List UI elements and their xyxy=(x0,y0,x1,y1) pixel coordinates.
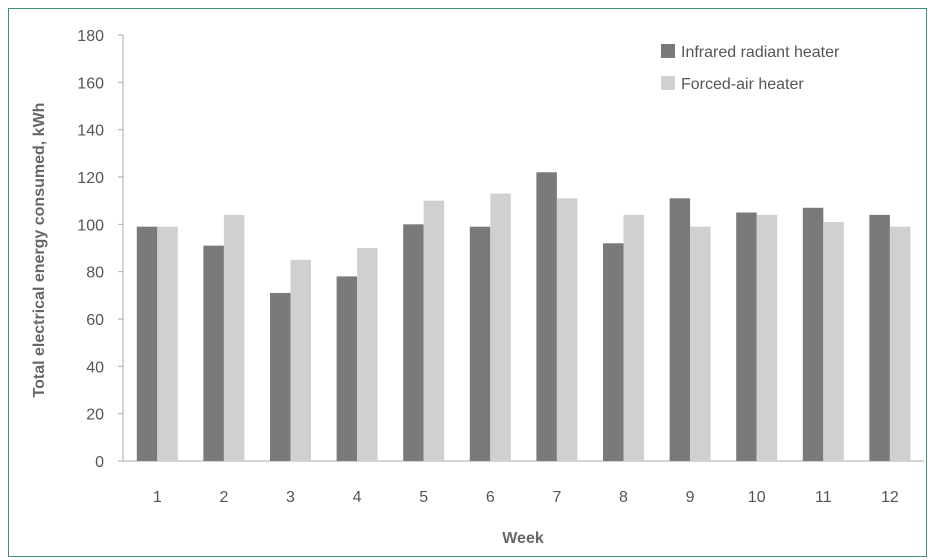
x-tick-label: 6 xyxy=(486,489,495,506)
legend-swatch-infrared xyxy=(661,44,675,58)
legend: Infrared radiant heater Forced-air heate… xyxy=(661,44,840,93)
bar-infrared xyxy=(203,245,224,461)
x-tick-label: 7 xyxy=(552,489,561,506)
x-tick-label: 8 xyxy=(619,489,628,506)
bar-infrared xyxy=(669,198,691,462)
bar-forced-air xyxy=(756,214,778,461)
bar-forced-air xyxy=(423,200,445,461)
axes xyxy=(122,35,924,462)
bars xyxy=(136,172,911,462)
legend-label-forced-air: Forced-air heater xyxy=(681,76,804,93)
bar-infrared xyxy=(336,276,358,461)
bar-forced-air xyxy=(490,193,511,462)
y-tick-label: 180 xyxy=(77,28,104,45)
y-tick-label: 100 xyxy=(77,217,104,234)
legend-swatch-forced-air xyxy=(661,76,675,90)
x-tick-label: 5 xyxy=(419,489,428,506)
x-tick-label: 9 xyxy=(686,489,695,506)
y-tick-label: 80 xyxy=(86,265,104,282)
bar-infrared xyxy=(603,243,624,461)
bar-forced-air xyxy=(556,198,578,462)
bar-forced-air xyxy=(157,226,178,461)
y-axis-label: Total electrical energy consumed, kWh xyxy=(31,103,48,398)
y-tick-label: 20 xyxy=(86,407,104,424)
x-tick-label: 2 xyxy=(219,489,228,506)
bar-forced-air xyxy=(623,214,644,461)
y-tick-label: 120 xyxy=(77,170,104,187)
bar-infrared xyxy=(802,207,824,461)
bar-infrared xyxy=(403,224,424,461)
x-axis-label: Week xyxy=(502,530,544,547)
x-tick-label: 10 xyxy=(748,489,766,506)
y-tick-label: 0 xyxy=(95,454,104,471)
bar-infrared xyxy=(736,212,757,461)
x-tick-label: 12 xyxy=(881,489,899,506)
legend-label-infrared: Infrared radiant heater xyxy=(681,44,840,61)
bar-forced-air xyxy=(223,214,245,461)
bar-forced-air xyxy=(823,221,844,461)
x-tick-label: 3 xyxy=(286,489,295,506)
bar-infrared xyxy=(136,226,158,461)
x-tick-label: 4 xyxy=(353,489,362,506)
bar-infrared xyxy=(270,292,291,461)
bar-infrared xyxy=(469,226,491,461)
bar-infrared xyxy=(869,214,890,461)
bar-infrared xyxy=(536,172,557,461)
y-tick-label: 40 xyxy=(86,359,104,376)
x-axis-ticks: 1 2 3 4 5 6 7 8 9 10 11 12 xyxy=(153,489,899,506)
bar-forced-air xyxy=(889,226,911,461)
x-tick-label: 1 xyxy=(153,489,162,506)
y-axis-ticks: 0 20 40 60 80 100 120 140 160 180 xyxy=(77,28,123,471)
x-tick-label: 11 xyxy=(815,489,832,506)
y-tick-label: 160 xyxy=(77,75,104,92)
y-tick-label: 60 xyxy=(86,312,104,329)
y-tick-label: 140 xyxy=(77,123,104,140)
bar-forced-air xyxy=(690,226,711,461)
bar-forced-air xyxy=(357,248,378,461)
bar-forced-air xyxy=(290,259,311,461)
